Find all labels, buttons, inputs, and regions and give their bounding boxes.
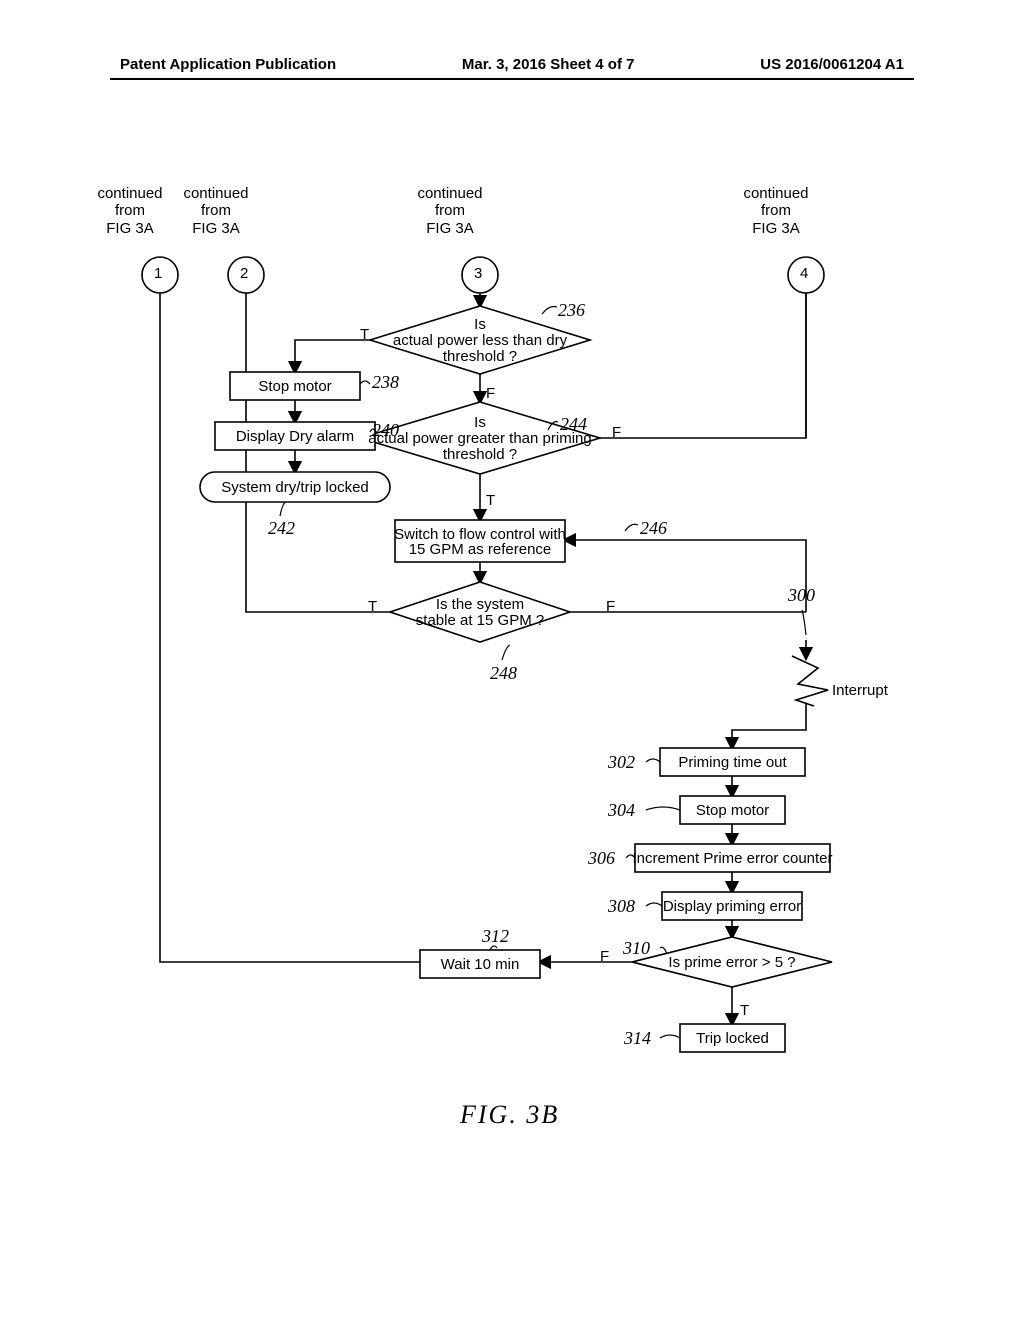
diagram-label: Trip locked: [675, 1030, 790, 1047]
diagram-label: stable at 15 GPM ?: [370, 612, 590, 629]
ref-236: 236: [558, 300, 585, 321]
ref-242: 242: [268, 518, 295, 539]
diagram-label: 4: [800, 265, 808, 282]
diagram-label: 1: [154, 265, 162, 282]
diagram-label: continued from FIG 3A: [736, 185, 816, 237]
diagram-label: Display priming error: [657, 898, 807, 915]
diagram-label: threshold ?: [350, 348, 610, 365]
ref-302: 302: [608, 752, 635, 773]
diagram-label: continued from FIG 3A: [176, 185, 256, 237]
ref-240: 240: [372, 420, 399, 441]
diagram-label: Stop motor: [225, 378, 365, 395]
diagram-label: Display Dry alarm: [210, 428, 380, 445]
diagram-label: Is the system: [370, 596, 590, 613]
ref-300: 300: [788, 585, 815, 606]
ref-304: 304: [608, 800, 635, 821]
diagram-label: 15 GPM as reference: [390, 541, 570, 558]
diagram-label: T: [740, 1002, 749, 1019]
diagram-label: 3: [474, 265, 482, 282]
diagram-label: Wait 10 min: [415, 956, 545, 973]
ref-238: 238: [372, 372, 399, 393]
diagram-label: F: [612, 424, 621, 441]
figure-title: FIG. 3B: [460, 1100, 559, 1130]
ref-246: 246: [640, 518, 667, 539]
diagram-label: System dry/trip locked: [200, 479, 390, 496]
diagram-label: T: [368, 598, 377, 615]
ref-306: 306: [588, 848, 615, 869]
ref-248: 248: [490, 663, 517, 684]
diagram-label: threshold ?: [340, 446, 620, 463]
diagram-label: continued from FIG 3A: [410, 185, 490, 237]
diagram-label: T: [360, 326, 369, 343]
diagram-label: F: [486, 385, 495, 402]
diagram-label: actual power less than dry: [350, 332, 610, 349]
ref-314: 314: [624, 1028, 651, 1049]
ref-308: 308: [608, 896, 635, 917]
diagram-label: Stop motor: [675, 802, 790, 819]
diagram-label: Priming time out: [655, 754, 810, 771]
ref-312: 312: [482, 926, 509, 947]
diagram-label: T: [486, 492, 495, 509]
diagram-label: F: [600, 948, 609, 965]
ref-244: 244: [560, 414, 587, 435]
diagram-label: Increment Prime error counter: [630, 850, 835, 867]
diagram-label: 2: [240, 265, 248, 282]
diagram-label: F: [606, 598, 615, 615]
diagram-label: Interrupt: [832, 682, 888, 699]
ref-310: 310: [623, 938, 650, 959]
diagram-label: continued from FIG 3A: [90, 185, 170, 237]
